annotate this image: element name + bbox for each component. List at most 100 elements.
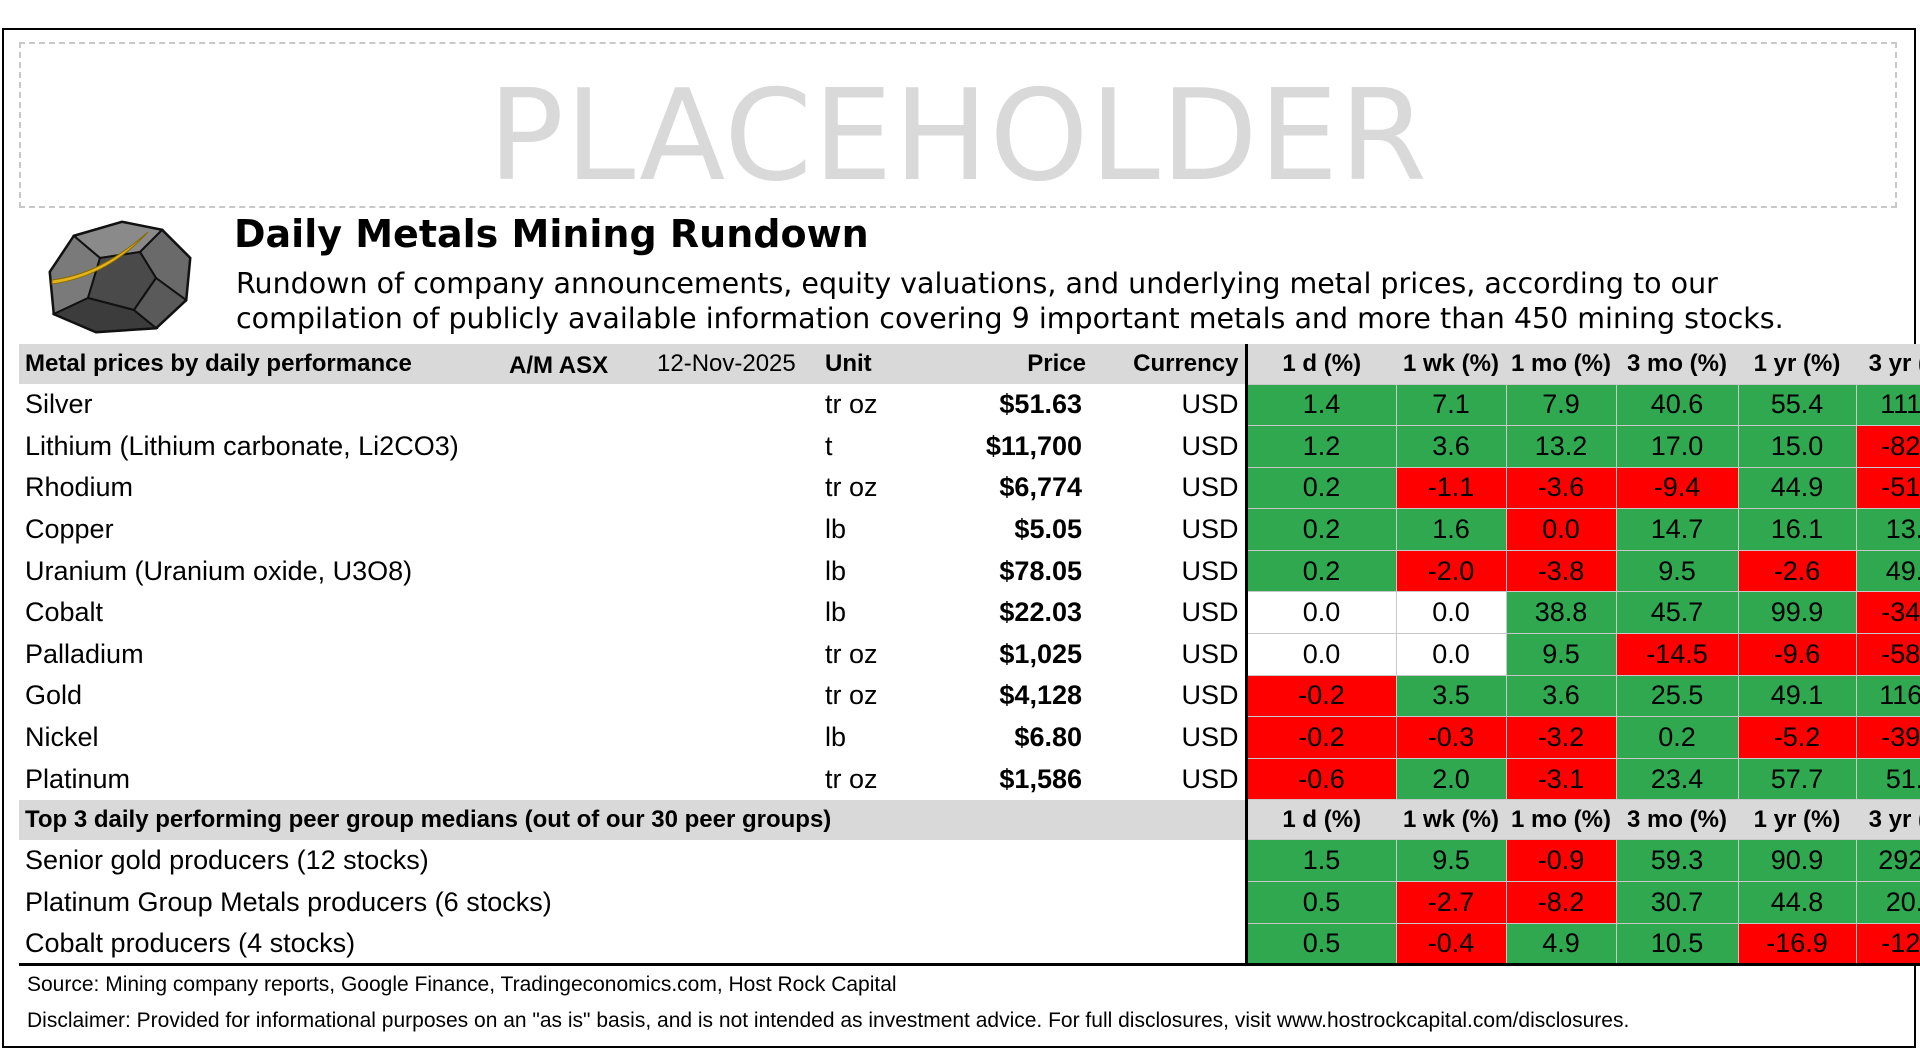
period-header: 1 mo (%) [1506,344,1616,384]
metal-change-cell: -9.4 [1615,466,1739,510]
metal-change-cell: 44.9 [1737,466,1857,510]
metal-row: Nickel lb $6.80 USD-0.2-0.3-3.20.2-5.2-39.1 [19,716,1920,759]
placeholder-text: PLACEHOLDER [488,61,1428,209]
metal-change-cell: 13.2 [1505,425,1617,468]
metal-currency: USD [1181,514,1239,545]
period-header: 1 d (%) [1244,344,1396,384]
peers-header-label: Top 3 daily performing peer group median… [19,799,1246,840]
metals-header-label: Metal prices by daily performance A/M ASX [19,344,651,384]
peer-change-cell: 20.5 [1855,881,1920,924]
metal-change-cell: 0.2 [1615,716,1739,759]
metal-unit: lb [825,514,847,545]
description-line-2: compilation of publicly available inform… [236,302,1784,335]
metal-change-cell: 17.0 [1615,425,1739,468]
peer-change-cell: 10.5 [1615,922,1739,967]
metal-price: $11,700 [985,430,1082,461]
metal-name: Cobalt [25,597,104,628]
metal-change-cell: -0.2 [1244,674,1397,718]
peer-change-cell: -16.9 [1737,922,1857,967]
peer-change-cell: 44.8 [1737,881,1857,924]
metal-price: $5.05 [1014,514,1082,545]
metal-change-cell: -0.6 [1244,757,1397,801]
metal-name: Rhodium [25,472,134,503]
metal-change-cell: 1.4 [1244,383,1397,427]
metal-change-cell: 23.4 [1615,757,1739,801]
metal-currency: USD [1181,763,1239,794]
metal-change-cell: 40.6 [1615,383,1739,427]
metal-change-cell: 1.6 [1395,508,1507,551]
metal-change-cell: 16.1 [1737,508,1857,551]
metals-header-title: Metal prices by daily performance [25,350,412,377]
metal-change-cell: 3.6 [1505,674,1617,718]
metal-change-cell: 14.7 [1615,508,1739,551]
metal-name: Lithium (Lithium carbonate, Li2CO3) [25,430,459,461]
metal-unit: t [825,430,833,461]
metal-change-cell: 0.0 [1395,633,1507,676]
peer-row: Senior gold producers (12 stocks) 1.5 9.5-… [19,839,1920,883]
metal-currency: USD [1181,680,1239,711]
metal-change-cell: 15.0 [1737,425,1857,468]
period-header: 3 yr (%) [1856,344,1920,384]
metal-change-cell: -14.5 [1615,633,1739,676]
metal-currency: USD [1181,472,1239,503]
metal-row: Lithium (Lithium carbonate, Li2CO3) t $11,… [19,425,1920,468]
metal-row: Silver tr oz $51.63 USD 1.4 7.1 7.9 40.6 55.4 111… [19,383,1920,427]
page-description: Rundown of company announcements, equity… [236,266,1784,336]
metal-change-cell: 3.6 [1395,425,1507,468]
metal-change-cell: -3.2 [1505,716,1617,759]
metal-change-cell: -1.1 [1395,466,1507,510]
metals-header-date: 12-Nov-2025 [651,344,819,384]
metal-change-cell: 7.9 [1505,383,1617,427]
metal-change-cell: -58.9 [1855,633,1920,676]
peer-change-cell: 292.1 [1855,839,1920,883]
metals-header-price: Price [951,344,1092,384]
metal-change-cell: 1.2 [1244,425,1397,468]
metal-name: Palladium [25,638,144,669]
period-header: 1 yr (%) [1738,799,1856,840]
metal-row: Rhodium tr oz $6,774 USD 0.2 -1.1 -3.6 -9.4 44.9… [19,466,1920,510]
metal-price: $6,774 [999,472,1082,503]
metal-change-cell: -3.6 [1505,466,1617,510]
metal-unit: lb [825,722,847,753]
period-header: 1 wk (%) [1396,344,1506,384]
metal-change-cell: 25.5 [1615,674,1739,718]
metal-change-cell: -51.6 [1855,466,1920,510]
metal-change-cell: -9.6 [1737,633,1857,676]
peer-change-cell: -0.4 [1395,922,1507,967]
page-title: Daily Metals Mining Rundown [234,212,869,256]
peer-row: Cobalt producers (4 stocks) 0.5 -0.4 4.9 10.… [19,922,1920,967]
metal-unit: lb [825,597,847,628]
metal-currency: USD [1181,722,1239,753]
metal-change-cell: 57.7 [1737,757,1857,801]
metal-change-cell: 0.2 [1244,549,1397,593]
metal-currency: USD [1181,597,1239,628]
metal-currency: USD [1181,389,1239,420]
metal-change-cell: -3.8 [1505,549,1617,593]
metal-price: $78.05 [999,555,1082,586]
metals-header-unit: Unit [819,344,951,384]
metal-price: $1,586 [999,763,1082,794]
peer-change-cell: 59.3 [1615,839,1739,883]
peer-change-cell: 30.7 [1615,881,1739,924]
peer-name: Senior gold producers (12 stocks) [25,845,429,876]
metal-change-cell: 45.7 [1615,591,1739,635]
metal-change-cell: 0.2 [1244,466,1397,510]
metal-price: $51.63 [999,389,1082,420]
metal-change-cell: -3.1 [1505,757,1617,801]
metal-name: Uranium (Uranium oxide, U3O8) [25,555,413,586]
metal-name: Silver [25,389,93,420]
metal-name: Platinum [25,763,131,794]
metal-change-cell: 0.0 [1395,591,1507,635]
peer-change-cell: -12.4 [1855,922,1920,967]
metal-currency: USD [1181,430,1239,461]
metal-name: Gold [25,680,83,711]
metals-header-exchange: A/M ASX [509,352,609,379]
metal-change-cell: 38.8 [1505,591,1617,635]
peer-row: Platinum Group Metals producers (6 stock… [19,881,1920,924]
metal-name: Nickel [25,722,99,753]
metal-unit: lb [825,555,847,586]
peer-change-cell: -8.2 [1505,881,1617,924]
metal-change-cell: 9.5 [1505,633,1617,676]
metal-row: Gold tr oz $4,128 USD-0.23.53.625.549.1116.… [19,674,1920,718]
